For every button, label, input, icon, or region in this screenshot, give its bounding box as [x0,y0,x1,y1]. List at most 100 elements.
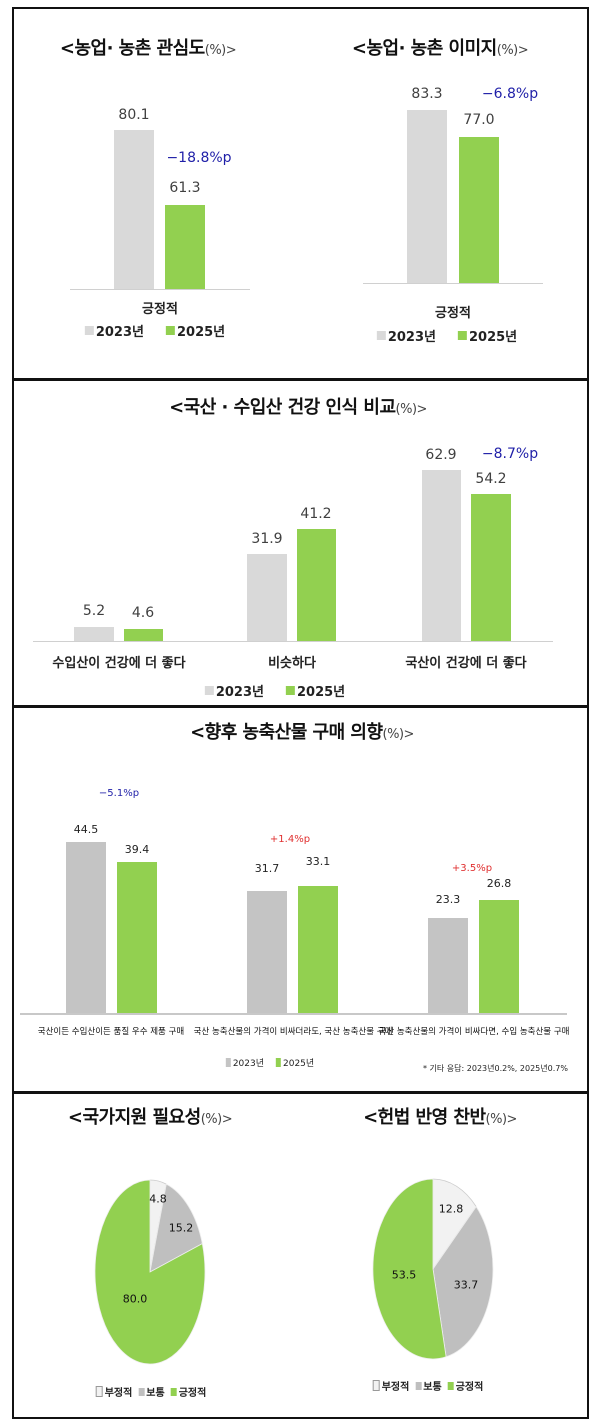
legend-item-negative: 부정적 [95,1384,132,1399]
pie-slice-neutral [149,1183,203,1273]
legend-item-2025: 2025년 [458,326,517,345]
legend-swatch [138,1387,145,1396]
legend-item-2023: 2023년 [225,1056,264,1069]
bar-2023 [66,842,106,1013]
legend-swatch [166,326,175,335]
delta-annotation: +1.4%p [269,834,311,845]
bar-2023 [407,110,447,283]
delta-annotation: −6.8%p [481,86,539,102]
pie-value-label: 4.8 [149,1192,167,1206]
chart-title: <향후 농축산물 구매 의향(%)> [190,722,414,743]
delta-annotation: −5.1%p [98,788,140,799]
legend-item-2023: 2023년 [204,681,264,700]
chart-title: <농업· 농촌 관심도(%)> [59,38,237,59]
legend-item-neutral: 보통 [138,1384,165,1399]
chart-title: <국가지원 필요성(%)> [67,1107,233,1128]
pie-value-label: 80.0 [122,1292,148,1306]
bar-2025 [459,137,499,283]
legend-item-positive: 긍정적 [170,1384,206,1399]
bar-2023 [247,891,287,1013]
delta-annotation: +3.5%p [451,863,493,874]
chart-title: <농업· 농촌 이미지(%)> [351,38,529,59]
legend-item-2025: 2025년 [276,1056,314,1069]
chart-title: <국산 · 수입산 건강 인식 비교(%)> [169,397,427,418]
bar-2023 [428,918,468,1013]
x-axis [33,641,553,642]
category-label: 국산이 건강에 더 좋다 [405,656,527,671]
value-label: 83.3 [411,86,443,102]
bar-2025 [479,900,519,1013]
pie-value-label: 53.5 [391,1268,417,1282]
bar-2023 [74,627,114,641]
legend-swatch [415,1381,422,1390]
category-label: 긍정적 [142,302,178,317]
value-label: 80.1 [118,107,150,123]
bar-2025 [165,205,205,289]
value-label: 31.7 [254,862,280,875]
infographic-frame [12,7,589,1419]
category-label: 국산 농축산물의 가격이 비싸더라도, 국산 농축산물 구매 [193,1027,393,1037]
legend-swatch [286,686,295,695]
pie-slice-negative [432,1178,477,1271]
section-divider [12,705,589,708]
value-label: 62.9 [425,447,457,463]
legend: 2023년 2025년 [225,1056,314,1069]
bar-2023 [114,130,154,289]
bar-2023 [422,470,461,641]
value-label: 54.2 [475,471,507,487]
pie-value-label: 33.7 [453,1278,479,1292]
legend-item-2025: 2025년 [166,321,225,340]
legend-swatch [376,331,386,340]
value-label: 61.3 [169,180,201,196]
legend-swatch [84,326,94,335]
section-divider [12,378,589,381]
value-label: 33.1 [305,855,331,868]
value-label: 31.9 [251,531,283,547]
legend-item-2023: 2023년 [376,326,436,345]
bar-2025 [117,862,157,1013]
category-label: 국산이든 수입산이든 품질 우수 제품 구매 [37,1027,185,1037]
chart-title: <헌법 반영 찬반(%)> [363,1107,517,1128]
bar-2025 [298,886,338,1013]
pie-value-label: 15.2 [168,1221,194,1235]
legend-swatch [276,1058,281,1067]
value-label: 44.5 [73,823,99,836]
category-label: 비슷하다 [268,656,316,671]
value-label: 39.4 [124,843,150,856]
pie-legend: 부정적 보통 긍정적 [95,1384,206,1399]
x-axis [70,289,250,290]
category-label: 긍정적 [435,306,471,321]
pie-legend: 부정적 보통 긍정적 [372,1378,483,1393]
legend-item-positive: 긍정적 [447,1378,483,1393]
pie-slice-neutral [432,1205,494,1358]
pie-slice-positive [372,1178,447,1360]
bar-2025 [124,629,163,641]
section-divider [12,1091,589,1094]
footnote: * 기타 응답: 2023년0.2%, 2025년0.7% [423,1064,568,1073]
legend: 2023년 2025년 [376,326,517,345]
pie-slice-positive [94,1179,206,1365]
legend: 2023년 2025년 [84,321,225,340]
legend-item-2025: 2025년 [286,681,345,700]
legend-swatch [447,1381,454,1390]
value-label: 26.8 [486,877,512,890]
value-label: 5.2 [82,603,106,619]
x-axis [363,283,543,284]
x-axis [20,1013,567,1015]
legend-swatch [225,1058,231,1067]
pie-chart [94,1179,206,1365]
legend: 2023년 2025년 [204,681,345,700]
legend-item-2023: 2023년 [84,321,144,340]
legend-swatch [372,1380,380,1391]
legend-item-negative: 부정적 [372,1378,409,1393]
value-label: 77.0 [463,112,495,128]
legend-swatch [170,1387,177,1396]
value-label: 4.6 [131,605,155,621]
value-label: 41.2 [300,506,332,522]
pie-chart [372,1178,494,1360]
delta-annotation: −18.8%p [166,150,232,166]
bar-2023 [247,554,287,641]
legend-item-neutral: 보통 [415,1378,442,1393]
bar-2025 [471,494,511,641]
value-label: 23.3 [435,893,461,906]
